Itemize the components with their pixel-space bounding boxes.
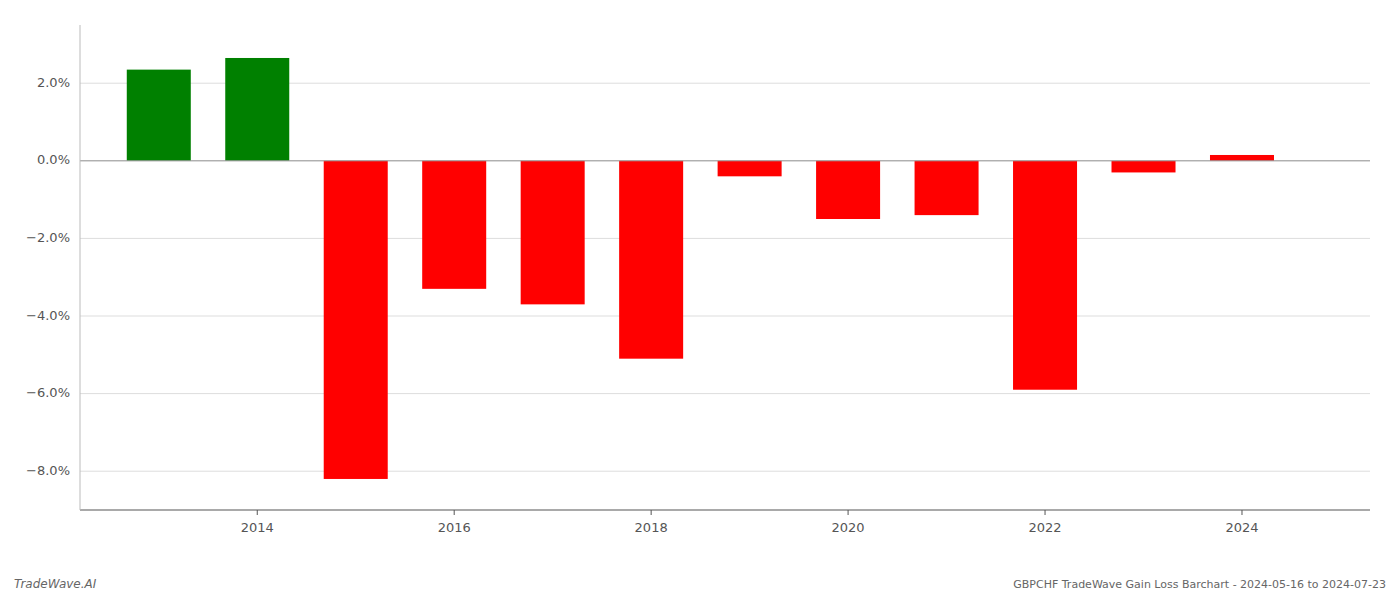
x-tick-label: 2020: [832, 520, 865, 535]
bar: [127, 70, 191, 161]
grid-line: [80, 316, 1370, 317]
y-tick-label: −8.0%: [26, 463, 70, 478]
x-axis-line: [80, 509, 1370, 510]
bar: [718, 161, 782, 177]
grid-line: [80, 160, 1370, 161]
bars: [127, 58, 1274, 479]
y-tick-label: 0.0%: [37, 152, 70, 167]
bar: [619, 161, 683, 359]
bar: [225, 58, 289, 161]
x-ticks: 2014 2016 2018 2020 2022 2024: [241, 510, 1259, 535]
x-tick: [1241, 510, 1242, 515]
x-tick: [848, 510, 849, 515]
bar: [915, 161, 979, 215]
x-tick-label: 2018: [635, 520, 668, 535]
bar: [1210, 155, 1274, 161]
y-tick-label: −6.0%: [26, 385, 70, 400]
y-axis-line: [80, 25, 81, 510]
bar: [521, 161, 585, 305]
bar: [324, 161, 388, 479]
zero-line: [80, 160, 1370, 161]
x-tick: [1045, 510, 1046, 515]
chart-svg: −8.0% −6.0% −4.0% −2.0% 0.0% 2.0% 2014 2016 2018…: [0, 0, 1400, 600]
footer-left: TradeWave.AI: [14, 577, 97, 591]
y-tick-label: −4.0%: [26, 308, 70, 323]
y-tick-labels: −8.0% −6.0% −4.0% −2.0% 0.0% 2.0%: [26, 75, 70, 478]
x-tick-label: 2022: [1028, 520, 1061, 535]
grid-line: [80, 471, 1370, 472]
y-tick-label: 2.0%: [37, 75, 70, 90]
bar: [1112, 161, 1176, 173]
x-tick: [257, 510, 258, 515]
x-tick-label: 2014: [241, 520, 274, 535]
grid-line: [80, 393, 1370, 394]
bar: [422, 161, 486, 289]
x-tick: [651, 510, 652, 515]
y-tick-label: −2.0%: [26, 230, 70, 245]
bar: [816, 161, 880, 219]
x-tick-label: 2016: [438, 520, 471, 535]
grid-line: [80, 238, 1370, 239]
x-tick-label: 2024: [1225, 520, 1258, 535]
x-tick: [454, 510, 455, 515]
chart-container: −8.0% −6.0% −4.0% −2.0% 0.0% 2.0% 2014 2016 2018…: [0, 0, 1400, 600]
bar: [1013, 161, 1077, 390]
footer-right: GBPCHF TradeWave Gain Loss Barchart - 20…: [1013, 578, 1386, 591]
